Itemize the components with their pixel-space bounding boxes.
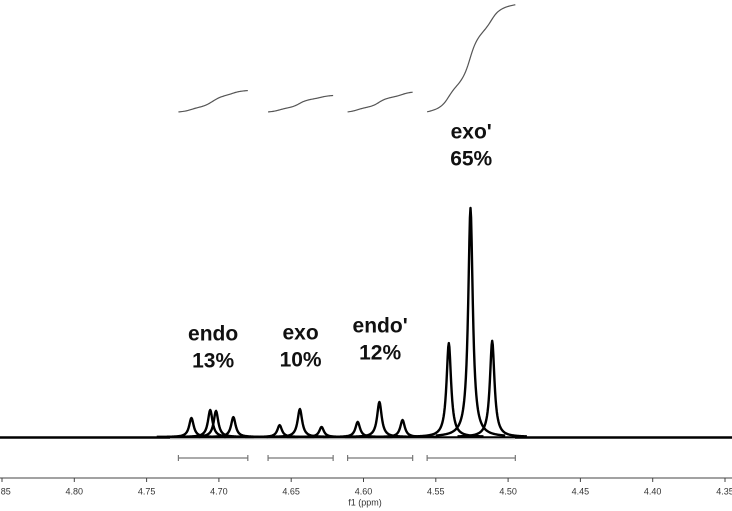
x-tick-label: 4.75: [138, 486, 156, 496]
group-name: endo': [353, 315, 408, 338]
integral-curve: [268, 94, 334, 113]
peak: [344, 400, 415, 438]
peak: [435, 206, 506, 437]
x-tick-label: 4.65: [282, 486, 300, 496]
x-tick-label: 4.40: [644, 486, 662, 496]
x-tick-label: 4.70: [210, 486, 228, 496]
group-name: exo: [283, 322, 319, 345]
x-tick-label: 4.80: [66, 486, 84, 496]
group-name: exo': [451, 121, 492, 144]
x-tick-label: 4.55: [427, 486, 445, 496]
x-tick-label: 4.60: [355, 486, 373, 496]
x-tick-label: 4.50: [499, 486, 517, 496]
peak: [156, 416, 227, 439]
x-tick-label: 4.45: [572, 486, 590, 496]
group-name: endo: [188, 323, 238, 346]
peak: [180, 409, 252, 439]
integral-curve: [178, 89, 248, 113]
x-tick-label: 4.35: [716, 486, 732, 496]
group-percent: 65%: [450, 148, 492, 171]
integral-curve: [426, 4, 516, 113]
integral-curve: [347, 91, 413, 113]
group-percent: 12%: [359, 342, 401, 365]
x-tick-label: 4.85: [0, 486, 11, 496]
group-percent: 13%: [192, 350, 234, 373]
group-percent: 10%: [280, 349, 322, 372]
peak: [456, 339, 528, 438]
x-axis-label: f1 (ppm): [348, 497, 382, 507]
